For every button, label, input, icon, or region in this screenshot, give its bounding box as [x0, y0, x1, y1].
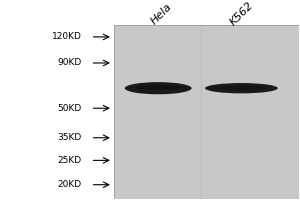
FancyBboxPatch shape — [2, 25, 114, 199]
Text: 90KD: 90KD — [57, 58, 82, 67]
Text: 50KD: 50KD — [57, 104, 82, 113]
Text: 120KD: 120KD — [52, 32, 82, 41]
Ellipse shape — [125, 82, 192, 94]
Text: 35KD: 35KD — [57, 133, 82, 142]
Ellipse shape — [216, 86, 267, 90]
FancyBboxPatch shape — [114, 25, 298, 199]
Text: K562: K562 — [228, 1, 255, 28]
Text: 25KD: 25KD — [58, 156, 82, 165]
Ellipse shape — [135, 85, 182, 90]
Text: Hela: Hela — [149, 2, 174, 27]
Ellipse shape — [205, 83, 278, 93]
Text: 20KD: 20KD — [58, 180, 82, 189]
